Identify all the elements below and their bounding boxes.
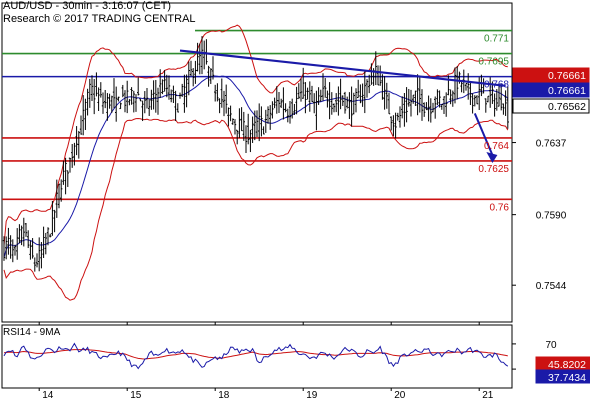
chart-title: AUD/USD - 30min - 3:16:07 (CET): [3, 0, 172, 12]
rsi-panel-frame: [1, 324, 513, 389]
level-labels: 0.771 0.7695 0.768 0.764 0.7625 0.76: [478, 34, 509, 214]
rsi-value-tag: [535, 369, 590, 384]
level-label-0.764: 0.764: [484, 141, 509, 152]
price-tick-label: 0.7544: [536, 281, 567, 292]
bollinger-lower: [3, 117, 509, 301]
chart-frame: [1, 2, 513, 389]
level-label-0.76: 0.76: [490, 202, 510, 213]
price-tag-dark: [512, 67, 590, 83]
date-tick-label: 19: [306, 390, 318, 400]
price-axis: 0.76830.76370.75900.75440.766610.766610.…: [512, 67, 590, 292]
bollinger-bands: [3, 24, 509, 301]
price-tick-label: 0.7637: [536, 139, 567, 150]
rsi-title: RSI14 - 9MA: [3, 327, 61, 338]
date-tick-label: 21: [482, 390, 494, 400]
rsi-tick-label: 70: [545, 340, 557, 351]
price-panel-frame: [1, 2, 513, 323]
date-tick-label: 18: [218, 390, 230, 400]
level-label-0.771: 0.771: [484, 34, 509, 45]
date-axis: 14 15 18 19 20 21: [38, 322, 494, 400]
rsi-line: [3, 342, 509, 370]
price-tag-label: 0.76661: [548, 85, 586, 97]
level-label-0.768: 0.768: [484, 80, 509, 91]
level-label-0.7695: 0.7695: [478, 57, 509, 68]
price-tag-label: 0.76661: [548, 70, 586, 82]
level-label-0.7625: 0.7625: [478, 164, 509, 175]
date-tick-label: 20: [394, 390, 406, 400]
forecast-arrow-head: [486, 151, 498, 163]
rsi-value-label: 45.8202: [548, 359, 586, 371]
date-tick-label: 15: [130, 390, 142, 400]
candles: [2, 36, 509, 272]
bollinger-upper: [3, 24, 508, 246]
rsi-value-label: 37.7434: [548, 372, 586, 384]
forecast-arrow: [473, 113, 494, 156]
price-tag-label: 0.76562: [548, 101, 586, 113]
trendline-layer: [179, 49, 506, 163]
date-tick-label: 14: [42, 390, 54, 400]
resistance-trendline: [179, 49, 506, 87]
price-tag-current: [512, 98, 590, 114]
price-tick-label: 0.7590: [536, 211, 567, 222]
chart-copyright: Research © 2017 TRADING CENTRAL: [3, 13, 196, 25]
price-tag-blue: [512, 82, 590, 98]
